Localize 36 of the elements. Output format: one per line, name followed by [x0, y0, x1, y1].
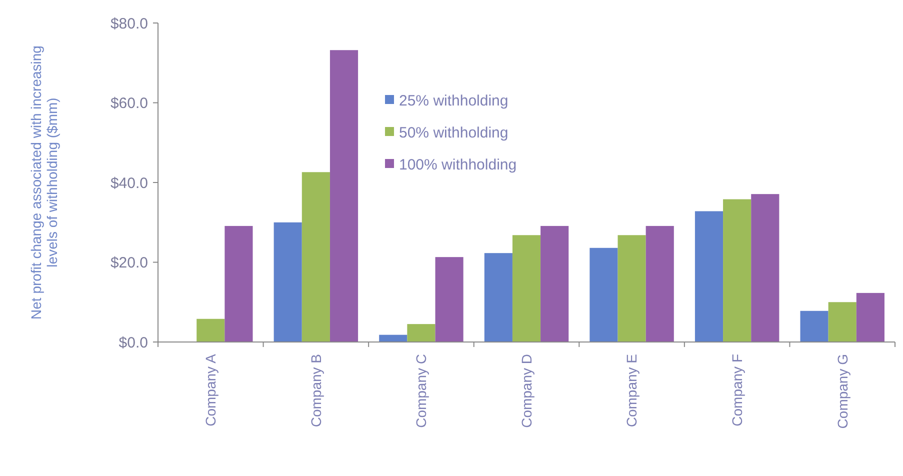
y-axis-title: Net profit change associated with increasing levels of withholding ($mm)	[28, 46, 60, 320]
legend-label: 50% withholding	[399, 124, 508, 142]
bar	[512, 235, 541, 342]
bar	[723, 199, 752, 342]
bar	[590, 248, 618, 342]
bar	[828, 302, 856, 342]
y-tick-label: $80.0	[110, 15, 148, 32]
x-tick-label: Company B	[308, 354, 324, 428]
legend-label: 25% withholding	[399, 92, 508, 110]
bar	[274, 222, 302, 342]
bar	[694, 211, 724, 342]
bar	[856, 292, 884, 342]
bar	[196, 318, 225, 342]
bar	[484, 253, 512, 342]
bar	[379, 334, 408, 342]
bar	[407, 324, 436, 342]
bar	[618, 235, 646, 342]
x-tick-label: Company D	[518, 354, 534, 428]
y-tick-label: $0.0	[118, 334, 148, 352]
bar	[646, 226, 674, 342]
legend-label: 100% withholding	[399, 156, 517, 174]
x-tick-label: Company F	[728, 354, 745, 426]
y-tick-label: $60.0	[110, 95, 148, 112]
x-tick-label: Company G	[834, 354, 850, 429]
bar	[435, 257, 464, 342]
y-tick-label: $20.0	[110, 254, 148, 272]
x-tick-label: Company C	[413, 354, 430, 428]
x-tick-label: Company A	[202, 353, 219, 426]
bar	[751, 194, 780, 342]
bar	[540, 226, 569, 342]
bar	[330, 50, 358, 342]
bar	[302, 172, 330, 342]
bar	[224, 226, 253, 342]
y-tick-label: $40.0	[110, 174, 148, 192]
x-tick-label: Company E	[624, 354, 640, 428]
bar	[800, 310, 828, 342]
